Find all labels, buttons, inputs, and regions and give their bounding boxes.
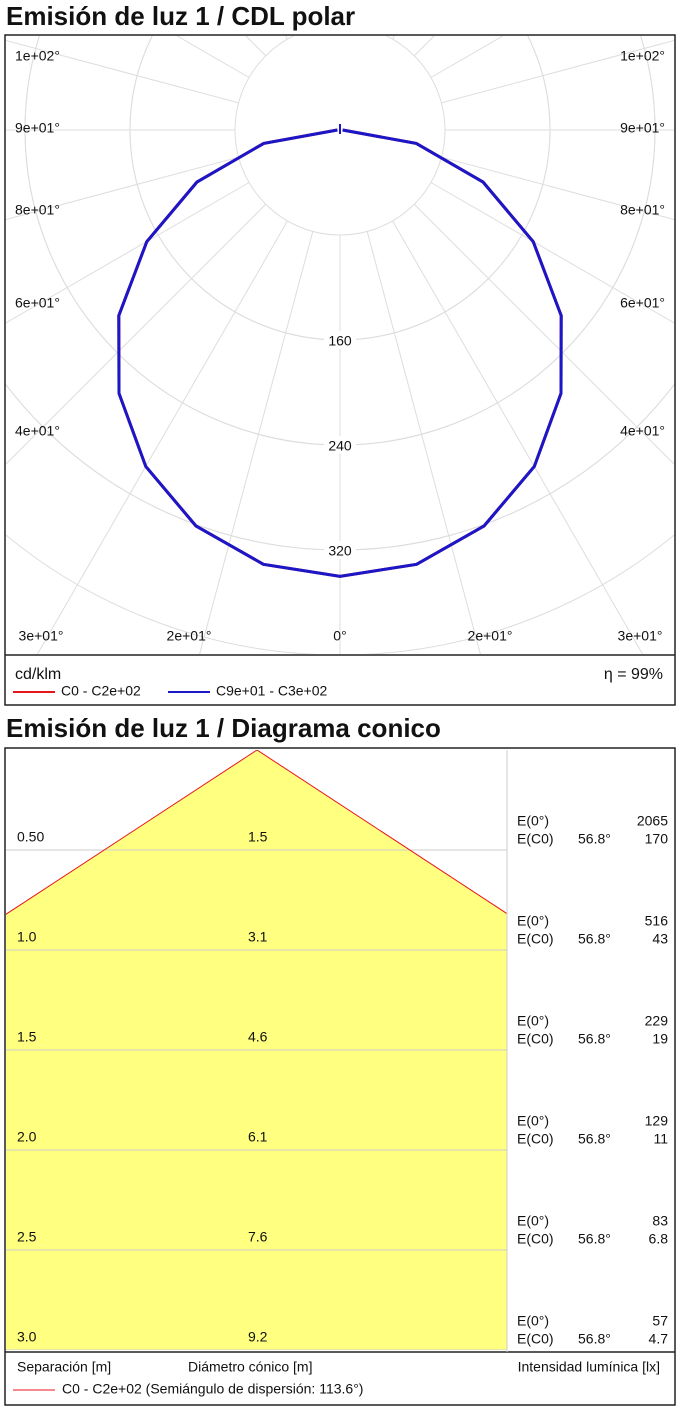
angle: 56.8° bbox=[578, 1331, 611, 1347]
spoke bbox=[6, 203, 267, 465]
angle: 56.8° bbox=[578, 1031, 611, 1047]
r-tick-label: 160 bbox=[328, 333, 352, 349]
angle-label: 1e+02° bbox=[15, 48, 60, 64]
spoke bbox=[6, 156, 239, 221]
angle-label: 3e+01° bbox=[618, 628, 663, 644]
ec0-label: E(C0) bbox=[517, 1231, 554, 1247]
diameter: 9.2 bbox=[248, 1329, 268, 1345]
ec0-value: 170 bbox=[645, 831, 669, 847]
polar-frame bbox=[4, 34, 676, 706]
legend-label: C0 - C2e+02 bbox=[61, 683, 141, 699]
diameter-label: Diámetro cónico [m] bbox=[188, 1359, 312, 1375]
spoke bbox=[392, 36, 395, 40]
cone-title: Emisión de luz 1 / Diagrama conico bbox=[6, 713, 441, 743]
e0-label: E(0°) bbox=[517, 1313, 549, 1329]
distance: 2.5 bbox=[17, 1229, 37, 1245]
diameter: 4.6 bbox=[248, 1029, 268, 1045]
spoke bbox=[392, 220, 644, 654]
angle-label: 8e+01° bbox=[15, 202, 60, 218]
e0-value: 2065 bbox=[637, 813, 668, 829]
efficiency: η = 99% bbox=[604, 666, 663, 683]
e0-value: 83 bbox=[652, 1213, 668, 1229]
distance: 1.0 bbox=[17, 929, 37, 945]
ec0-value: 19 bbox=[652, 1031, 668, 1047]
angle: 56.8° bbox=[578, 831, 611, 847]
angle-label: 6e+01° bbox=[620, 295, 665, 311]
polar-title: Emisión de luz 1 / CDL polar bbox=[6, 1, 355, 31]
ec0-value: 43 bbox=[652, 931, 668, 947]
angle-label: 3e+01° bbox=[19, 628, 64, 644]
e0-label: E(0°) bbox=[517, 1013, 549, 1029]
e0-value: 516 bbox=[645, 913, 669, 929]
e0-label: E(0°) bbox=[517, 1213, 549, 1229]
ec0-value: 4.7 bbox=[649, 1331, 669, 1347]
unit: cd/klm bbox=[15, 666, 61, 683]
legend-label: C0 - C2e+02 (Semiángulo de dispersión: 1… bbox=[62, 1381, 363, 1397]
e0-value: 229 bbox=[645, 1013, 669, 1029]
distance: 2.0 bbox=[17, 1129, 37, 1145]
ec0-label: E(C0) bbox=[517, 1131, 554, 1147]
angle: 56.8° bbox=[578, 1131, 611, 1147]
spoke bbox=[6, 182, 250, 324]
angle-label: 1e+02° bbox=[620, 48, 665, 64]
distance: 0.50 bbox=[17, 829, 44, 845]
distance: 1.5 bbox=[17, 1029, 37, 1045]
spoke bbox=[367, 0, 625, 29]
r-tick-label: 240 bbox=[328, 438, 352, 454]
spoke bbox=[430, 36, 504, 78]
label-bg bbox=[324, 436, 356, 454]
diameter: 6.1 bbox=[248, 1129, 268, 1145]
angle-label: 4e+01° bbox=[620, 423, 665, 439]
spoke bbox=[413, 203, 674, 465]
e0-label: E(0°) bbox=[517, 1113, 549, 1129]
angle-label: 2e+01° bbox=[468, 628, 513, 644]
ec0-label: E(C0) bbox=[517, 931, 554, 947]
cone-plot bbox=[6, 750, 507, 1350]
spoke bbox=[366, 231, 481, 654]
distance: 3.0 bbox=[17, 1329, 37, 1345]
spoke bbox=[6, 39, 239, 104]
label-bg bbox=[324, 331, 356, 349]
label-bg bbox=[324, 541, 356, 559]
angle-label: 0° bbox=[333, 628, 346, 644]
angle: 56.8° bbox=[578, 1231, 611, 1247]
ec0-value: 11 bbox=[653, 1131, 668, 1147]
spoke bbox=[36, 220, 288, 654]
spoke bbox=[441, 156, 674, 221]
cone-edge bbox=[256, 750, 507, 915]
ec0-label: E(C0) bbox=[517, 1031, 554, 1047]
angle-label: 8e+01° bbox=[620, 202, 665, 218]
ec0-value: 6.8 bbox=[649, 1231, 669, 1247]
e0-label: E(0°) bbox=[517, 813, 549, 829]
diameter: 1.5 bbox=[248, 829, 268, 845]
angle: 56.8° bbox=[578, 931, 611, 947]
angle-label: 9e+01° bbox=[620, 120, 665, 136]
spoke bbox=[441, 39, 674, 104]
e0-value: 129 bbox=[645, 1113, 669, 1129]
diameter: 7.6 bbox=[248, 1229, 268, 1245]
angle-label: 4e+01° bbox=[15, 423, 60, 439]
cone-frame bbox=[4, 747, 676, 1406]
x-label: Separación [m] bbox=[17, 1359, 111, 1375]
ec0-label: E(C0) bbox=[517, 831, 554, 847]
ec0-label: E(C0) bbox=[517, 1331, 554, 1347]
angle-label: 6e+01° bbox=[15, 295, 60, 311]
spoke bbox=[199, 231, 314, 654]
legend-label: C9e+01 - C3e+02 bbox=[216, 683, 328, 699]
angle-label: 2e+01° bbox=[167, 628, 212, 644]
r-tick-label: 320 bbox=[328, 543, 352, 559]
diameter: 3.1 bbox=[248, 929, 268, 945]
y-label: Intensidad lumínica [lx] bbox=[518, 1359, 660, 1375]
angle-label: 9e+01° bbox=[15, 120, 60, 136]
e0-label: E(0°) bbox=[517, 913, 549, 929]
cone-edge bbox=[6, 750, 258, 915]
intensity-curve bbox=[117, 128, 563, 578]
e0-value: 57 bbox=[652, 1313, 668, 1329]
spoke bbox=[430, 182, 674, 324]
